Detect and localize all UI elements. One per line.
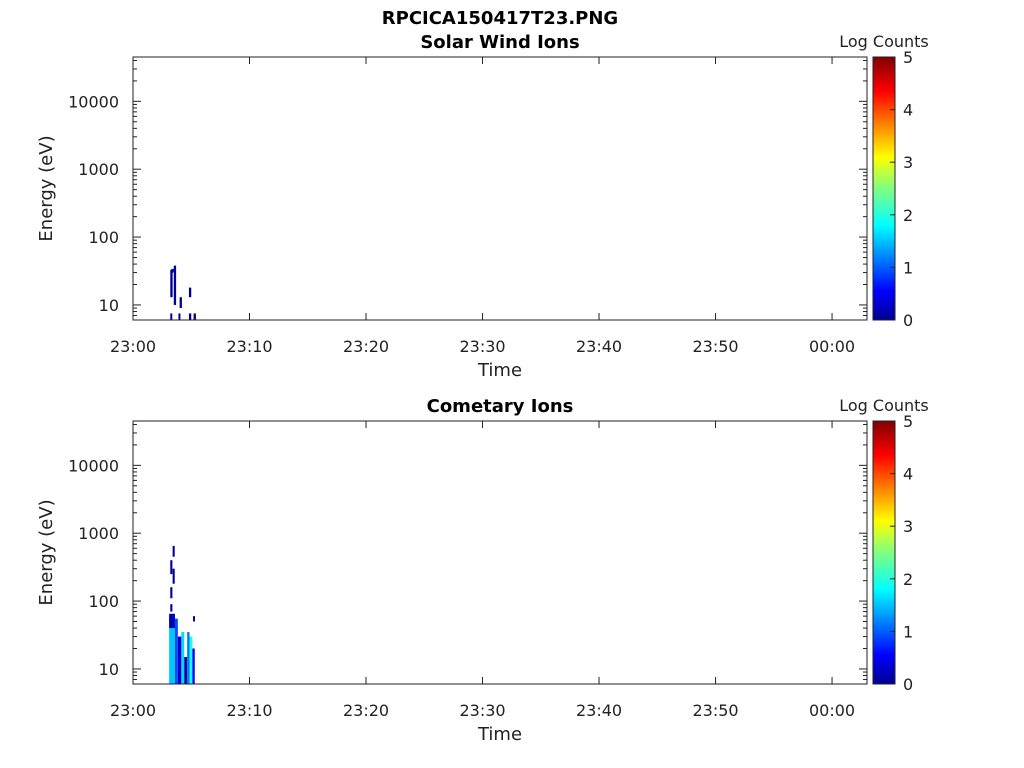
chart-panel-1: Solar Wind Ions 23:00 23:10 23:20 23:30 23:40… xyxy=(36,32,929,381)
colorbar-tick-label: 1 xyxy=(903,622,913,641)
x-tick-label: 23:50 xyxy=(692,701,738,720)
data-cell xyxy=(170,313,173,320)
x-tick-label: 23:10 xyxy=(226,701,272,720)
data-cell xyxy=(181,632,185,684)
figure-title: RPCICA150417T23.PNG xyxy=(382,8,618,29)
data-cell xyxy=(193,313,196,320)
data-cell xyxy=(189,636,193,684)
data-cell xyxy=(169,613,175,629)
data-cell xyxy=(170,587,173,599)
colorbar-tick-label: 0 xyxy=(903,675,913,694)
x-tick-label: 00:00 xyxy=(809,701,855,720)
y-tick-label: 100 xyxy=(88,228,119,247)
data-cell xyxy=(170,604,173,612)
x-tick-label: 23:30 xyxy=(459,337,505,356)
colorbar-tick-label: 1 xyxy=(903,258,913,277)
x-tick-label: 23:40 xyxy=(576,701,622,720)
y-tick-label: 10000 xyxy=(68,92,119,111)
data-cell xyxy=(170,560,173,575)
y-axis-label: Energy (eV) xyxy=(36,499,57,605)
plot-frame xyxy=(132,420,868,685)
data-cell xyxy=(179,297,182,309)
x-tick-label: 23:50 xyxy=(692,337,738,356)
x-axis-label: Time xyxy=(477,724,522,745)
data-cell xyxy=(177,636,182,684)
y-tick-label: 1000 xyxy=(78,160,119,179)
data-cell xyxy=(184,656,188,684)
x-tick-label: 23:10 xyxy=(226,337,272,356)
y-tick-label: 10 xyxy=(99,660,119,679)
data-cell xyxy=(188,287,192,298)
data-cell xyxy=(170,269,173,298)
data-cell xyxy=(188,313,192,320)
data-cell xyxy=(172,568,175,584)
data-cell xyxy=(178,313,181,320)
y-tick-label: 100 xyxy=(88,592,119,611)
data-cell xyxy=(192,648,195,684)
colorbar-tick-label: 2 xyxy=(903,570,913,589)
x-axis-label: Time xyxy=(477,360,522,381)
colorbar-tick-label: 4 xyxy=(903,101,913,120)
data-cell xyxy=(172,545,175,557)
x-tick-label: 23:40 xyxy=(576,337,622,356)
colorbar xyxy=(872,56,896,321)
colorbar-tick-label: 2 xyxy=(903,206,913,225)
colorbar-tick-label: 3 xyxy=(903,153,913,172)
colorbar-label: Log Counts xyxy=(839,32,929,51)
colorbar-label: Log Counts xyxy=(839,396,929,415)
data-cell xyxy=(169,616,175,684)
plot-frame xyxy=(132,56,868,321)
x-tick-label: 23:20 xyxy=(343,337,389,356)
x-tick-label: 23:00 xyxy=(110,701,156,720)
data-cell xyxy=(193,616,196,622)
colorbar-tick-label: 0 xyxy=(903,311,913,330)
y-tick-label: 1000 xyxy=(78,524,119,543)
chart-title: Cometary Ions xyxy=(427,396,574,417)
y-tick-label: 10000 xyxy=(68,456,119,475)
x-tick-label: 23:20 xyxy=(343,701,389,720)
colorbar-tick-label: 3 xyxy=(903,517,913,536)
chart-title: Solar Wind Ions xyxy=(420,32,579,53)
data-cell xyxy=(187,632,190,684)
data-cell xyxy=(174,618,178,684)
colorbar-tick-label: 5 xyxy=(903,48,913,67)
x-tick-label: 23:30 xyxy=(459,701,505,720)
data-cell xyxy=(173,265,177,305)
colorbar-tick-label: 5 xyxy=(903,412,913,431)
x-tick-label: 23:00 xyxy=(110,337,156,356)
colorbar xyxy=(872,420,896,685)
x-tick-label: 00:00 xyxy=(809,337,855,356)
y-tick-label: 10 xyxy=(99,296,119,315)
y-axis-label: Energy (eV) xyxy=(36,135,57,241)
colorbar-tick-label: 4 xyxy=(903,465,913,484)
data-cell xyxy=(171,268,174,273)
